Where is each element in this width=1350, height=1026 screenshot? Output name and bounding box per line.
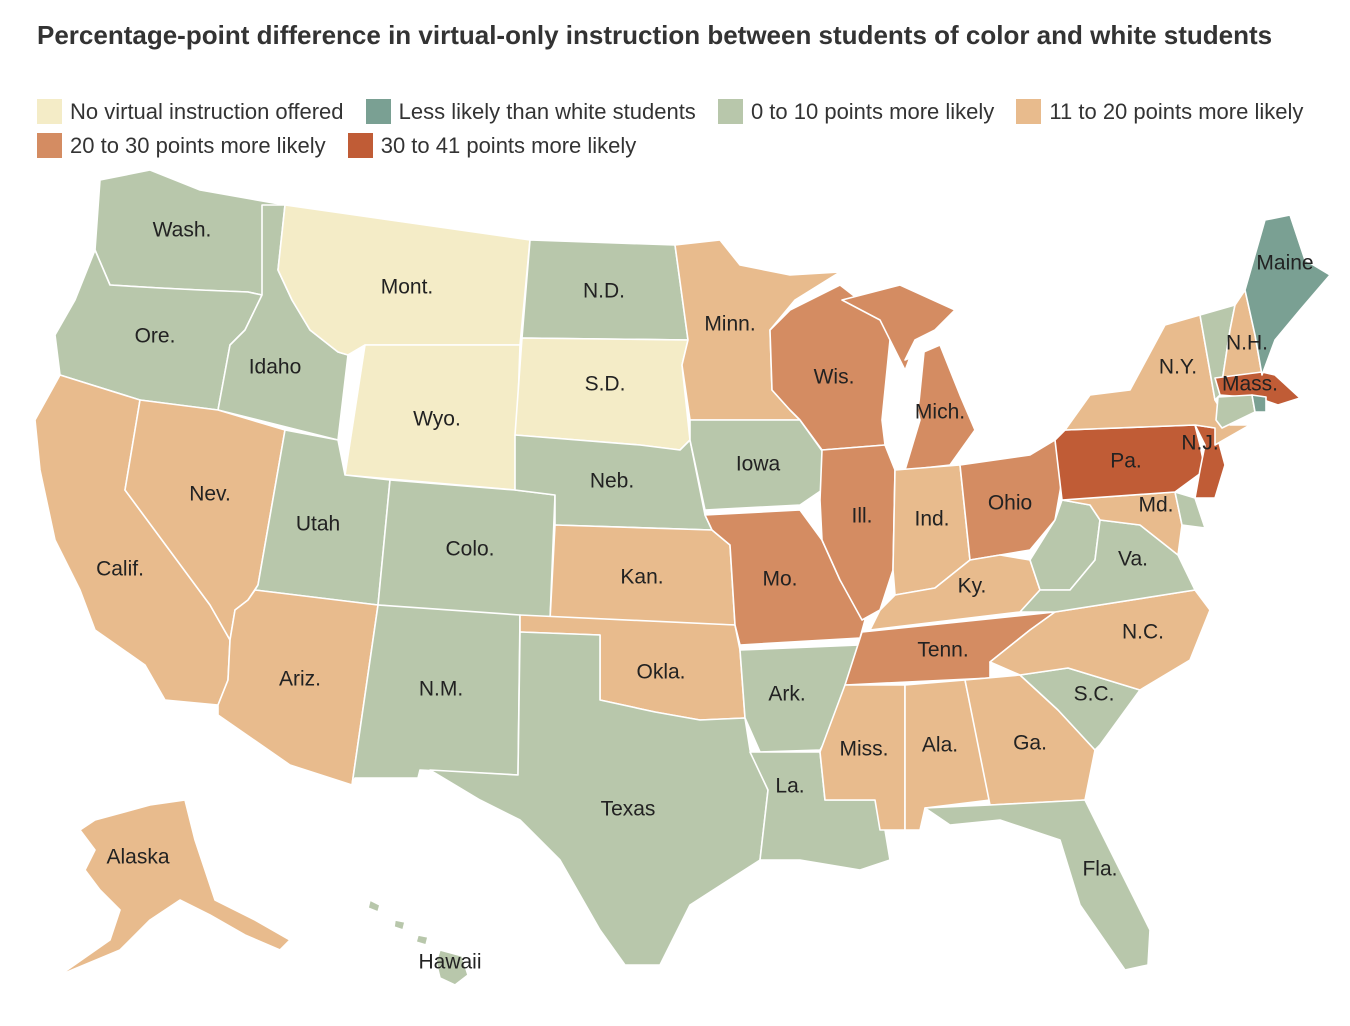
state-label-mi: Mich. [915, 401, 965, 424]
state-me[interactable] [1244, 214, 1331, 376]
state-label-md: Md. [1138, 494, 1173, 517]
state-label-fl: Fla. [1082, 858, 1117, 881]
legend-label: 30 to 41 points more likely [380, 133, 637, 158]
state-label-ks: Kan. [620, 566, 663, 589]
state-label-nd: N.D. [583, 280, 625, 303]
state-label-il: Ill. [852, 505, 873, 528]
state-label-az: Ariz. [279, 668, 321, 691]
state-label-mn: Minn. [704, 313, 755, 336]
state-ma[interactable] [1214, 371, 1301, 406]
legend-label: Less likely than white students [398, 99, 696, 124]
state-labels: Wash. Ore. Calif. Idaho Nev. Mont. Wyo. … [96, 219, 1314, 974]
legend-item-0-10: 0 to 10 points more likely [717, 99, 995, 124]
legend-swatch [37, 133, 62, 158]
state-label-pa: Pa. [1110, 450, 1142, 473]
legend-label: No virtual instruction offered [70, 99, 344, 124]
state-label-nc: N.C. [1122, 621, 1164, 644]
state-label-tn: Tenn. [917, 639, 968, 662]
legend-label: 11 to 20 points more likely [1049, 99, 1304, 124]
legend-swatch [1016, 99, 1042, 124]
state-label-me: Maine [1256, 252, 1313, 275]
lake-michigan [895, 350, 925, 455]
state-label-tx: Texas [601, 798, 656, 821]
state-label-ut: Utah [296, 513, 340, 536]
state-label-wy: Wyo. [413, 408, 461, 431]
state-ct[interactable] [1215, 394, 1256, 429]
legend-swatch [347, 133, 373, 158]
state-label-nm: N.M. [419, 678, 463, 701]
state-ri[interactable] [1251, 394, 1267, 413]
state-label-oh: Ohio [988, 492, 1032, 515]
state-label-nj: N.J. [1181, 432, 1218, 455]
state-wi[interactable] [769, 284, 891, 451]
state-label-wi: Wis. [814, 366, 855, 389]
state-il[interactable] [819, 444, 896, 621]
state-label-ak: Alaska [106, 846, 169, 869]
legend-item-11-20: 11 to 20 points more likely [1016, 99, 1303, 124]
state-label-or: Ore. [135, 325, 176, 348]
state-label-va: Va. [1118, 548, 1148, 571]
state-de[interactable] [1174, 491, 1206, 529]
state-label-ky: Ky. [958, 575, 987, 598]
state-label-ca: Calif. [96, 558, 144, 581]
state-ak[interactable] [59, 799, 291, 976]
state-nc[interactable] [989, 589, 1211, 691]
map-title: Percentage-point difference in virtual-o… [37, 20, 1273, 50]
state-tx[interactable] [429, 631, 769, 966]
state-label-co: Colo. [445, 538, 494, 561]
state-label-id: Idaho [249, 356, 302, 379]
state-label-nv: Nev. [189, 483, 231, 506]
state-label-nh: N.H. [1226, 332, 1268, 355]
state-label-wa: Wash. [153, 219, 212, 242]
state-label-la: La. [775, 775, 804, 798]
state-shapes [34, 169, 1331, 986]
legend: No virtual instruction offered Less like… [37, 95, 1337, 163]
state-hi[interactable] [367, 899, 469, 986]
legend-item-none: No virtual instruction offered [37, 99, 344, 124]
legend-label: 20 to 30 points more likely [70, 133, 326, 158]
legend-swatch [37, 99, 62, 124]
legend-item-20-30: 20 to 30 points more likely [37, 133, 326, 158]
state-label-ny: N.Y. [1159, 356, 1197, 379]
state-label-sd: S.D. [585, 373, 626, 396]
state-label-hi: Hawaii [418, 951, 481, 974]
legend-label: 0 to 10 points more likely [750, 99, 995, 124]
state-ky[interactable] [869, 554, 1041, 631]
state-label-ga: Ga. [1013, 732, 1047, 755]
state-label-ms: Miss. [840, 738, 889, 761]
state-label-mt: Mont. [381, 276, 434, 299]
state-label-mo: Mo. [762, 568, 797, 591]
state-label-ne: Neb. [590, 470, 634, 493]
state-label-ok: Okla. [636, 661, 685, 684]
state-label-ar: Ark. [768, 683, 805, 706]
state-label-ma: Mass. [1222, 373, 1278, 396]
state-label-ia: Iowa [736, 453, 781, 476]
state-fl[interactable] [924, 799, 1151, 971]
state-label-sc: S.C. [1074, 683, 1115, 706]
legend-swatch [717, 99, 743, 124]
legend-item-30-41: 30 to 41 points more likely [347, 133, 637, 158]
state-label-al: Ala. [922, 734, 958, 757]
state-label-in: Ind. [914, 508, 949, 531]
legend-item-less: Less likely than white students [365, 99, 696, 124]
legend-swatch [365, 99, 391, 124]
